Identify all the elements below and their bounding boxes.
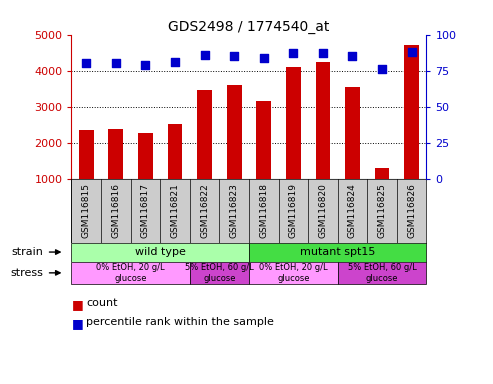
Bar: [316, 63, 330, 215]
Bar: [375, 169, 389, 215]
Text: GSM116818: GSM116818: [259, 184, 268, 238]
Text: GSM116816: GSM116816: [111, 184, 120, 238]
Bar: [71, 243, 249, 262]
Text: ■: ■: [71, 317, 83, 330]
Bar: [404, 45, 419, 215]
Point: [319, 50, 327, 56]
Text: strain: strain: [11, 247, 43, 257]
Text: 0% EtOH, 20 g/L
glucose: 0% EtOH, 20 g/L glucose: [259, 263, 328, 283]
Text: GSM116820: GSM116820: [318, 184, 327, 238]
Text: GSM116821: GSM116821: [171, 184, 179, 238]
Text: percentile rank within the sample: percentile rank within the sample: [86, 317, 274, 327]
Point: [112, 60, 120, 66]
Point: [82, 60, 90, 66]
Title: GDS2498 / 1774540_at: GDS2498 / 1774540_at: [168, 20, 330, 33]
Bar: [249, 243, 426, 262]
Text: GSM116817: GSM116817: [141, 184, 150, 238]
Text: mutant spt15: mutant spt15: [300, 247, 375, 257]
Bar: [168, 124, 182, 215]
Bar: [197, 90, 212, 215]
Bar: [286, 68, 301, 215]
Bar: [256, 101, 271, 215]
Bar: [108, 129, 123, 215]
Text: stress: stress: [10, 268, 43, 278]
Point: [201, 52, 209, 58]
Text: GSM116825: GSM116825: [378, 184, 387, 238]
Bar: [345, 87, 360, 215]
Text: 0% EtOH, 20 g/L
glucose: 0% EtOH, 20 g/L glucose: [96, 263, 165, 283]
Text: ■: ■: [71, 298, 83, 311]
Bar: [71, 262, 190, 284]
Point: [378, 66, 386, 72]
Point: [171, 59, 179, 65]
Point: [349, 53, 356, 60]
Text: 5% EtOH, 60 g/L
glucose: 5% EtOH, 60 g/L glucose: [348, 263, 417, 283]
Text: GSM116823: GSM116823: [230, 184, 239, 238]
Text: GSM116819: GSM116819: [289, 184, 298, 238]
Bar: [227, 85, 242, 215]
Point: [408, 49, 416, 55]
Text: GSM116826: GSM116826: [407, 184, 416, 238]
Text: GSM116815: GSM116815: [82, 184, 91, 238]
Point: [141, 62, 149, 68]
Bar: [338, 262, 426, 284]
Text: GSM116822: GSM116822: [200, 184, 209, 238]
Point: [289, 50, 297, 56]
Text: 5% EtOH, 60 g/L
glucose: 5% EtOH, 60 g/L glucose: [185, 263, 254, 283]
Point: [230, 53, 238, 60]
Text: wild type: wild type: [135, 247, 186, 257]
Text: GSM116824: GSM116824: [348, 184, 357, 238]
Text: count: count: [86, 298, 118, 308]
Bar: [249, 262, 338, 284]
Bar: [190, 262, 249, 284]
Bar: [138, 132, 153, 215]
Bar: [79, 130, 94, 215]
Point: [260, 55, 268, 61]
